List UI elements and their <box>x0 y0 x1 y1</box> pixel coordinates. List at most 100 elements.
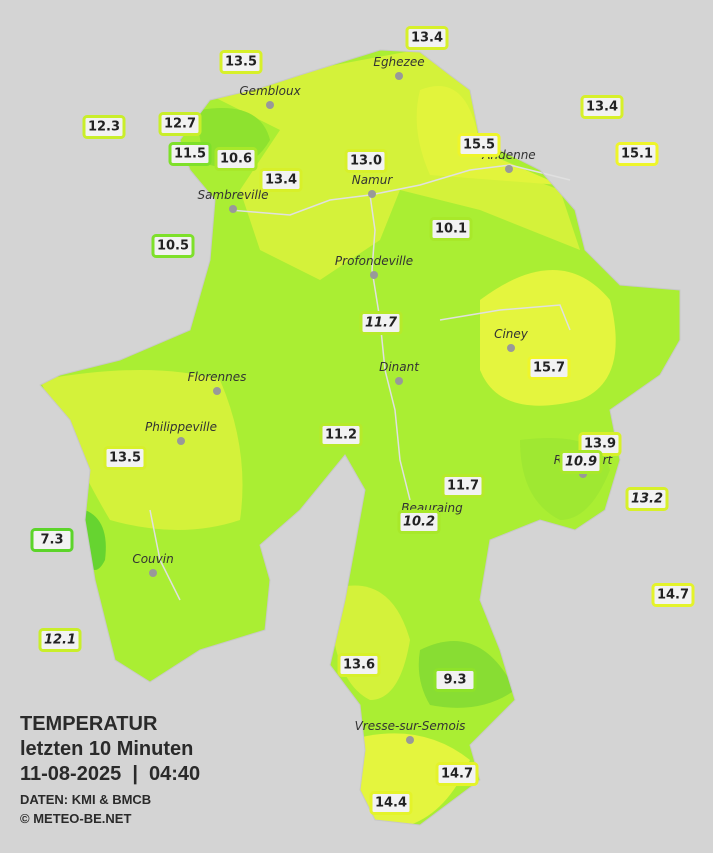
station: 12.3 <box>82 115 126 139</box>
city-label: Gembloux <box>239 84 301 98</box>
station-value: 13.5 <box>225 55 257 70</box>
city-dot <box>213 387 221 395</box>
station-value: 13.4 <box>586 100 618 115</box>
station: 11.7 <box>359 311 403 335</box>
city-label: Philippeville <box>145 420 217 434</box>
city-label: Namur <box>352 173 394 187</box>
station: 13.5 <box>103 446 147 470</box>
station-value: 10.1 <box>435 222 467 237</box>
city-dot <box>395 72 403 80</box>
station: 10.6 <box>214 147 258 171</box>
city-dot <box>266 101 274 109</box>
station-box <box>433 668 477 692</box>
station-value: 7.3 <box>40 533 63 548</box>
station: 12.7 <box>158 112 202 136</box>
station: 14.7 <box>435 762 479 786</box>
station: 11.5 <box>168 142 212 166</box>
station-box <box>580 95 624 119</box>
station: 7.3 <box>30 528 74 552</box>
station-value: 11.2 <box>325 428 357 443</box>
station-value: 13.4 <box>411 31 443 46</box>
station-box <box>344 149 388 173</box>
station: 10.1 <box>429 217 473 241</box>
subtitle: letzten 10 Minuten <box>20 738 193 760</box>
station: 13.4 <box>405 26 449 50</box>
station-value: 10.9 <box>565 455 597 470</box>
station: 9.3 <box>433 668 477 692</box>
station-value: 13.2 <box>631 492 663 507</box>
copyright: © METEO-BE.NET <box>20 811 131 826</box>
station-box <box>158 112 202 136</box>
station: 10.2 <box>397 510 441 534</box>
city-dot <box>149 569 157 577</box>
station-box <box>405 26 449 50</box>
station: 14.4 <box>369 791 413 815</box>
city-label: Dinant <box>379 360 420 374</box>
rivers <box>149 164 571 601</box>
station: 13.4 <box>580 95 624 119</box>
station-box <box>651 583 695 607</box>
station: 13.0 <box>344 149 388 173</box>
station-box <box>457 133 501 157</box>
city-label: Profondeville <box>335 254 413 268</box>
station-box <box>441 474 485 498</box>
source: DATEN: KMI & BMCB <box>20 792 151 807</box>
city-dot <box>229 205 237 213</box>
city-dot <box>368 190 376 198</box>
station-box <box>625 487 669 511</box>
station-box <box>82 115 126 139</box>
station-value: 13.0 <box>350 154 382 169</box>
station-box <box>259 168 303 192</box>
station-value: 14.4 <box>375 796 407 811</box>
station: 13.6 <box>337 653 381 677</box>
station-value: 15.5 <box>463 138 495 153</box>
station-box <box>219 50 263 74</box>
station-value: 12.7 <box>164 117 196 132</box>
station-value: 12.3 <box>88 120 120 135</box>
station: 15.7 <box>527 356 571 380</box>
station: 13.4 <box>259 168 303 192</box>
station-box <box>319 423 363 447</box>
station-box <box>429 217 473 241</box>
city-dot <box>505 165 513 173</box>
station-value: 10.5 <box>157 239 189 254</box>
city-dot <box>177 437 185 445</box>
station-box <box>30 528 74 552</box>
station-box <box>559 450 603 474</box>
station-value: 11.7 <box>447 479 479 494</box>
station: 10.5 <box>151 234 195 258</box>
station: 11.2 <box>319 423 363 447</box>
station-value: 11.7 <box>365 316 398 331</box>
timestamp: 11-08-2025 | 04:40 <box>20 763 200 785</box>
city-label: Ciney <box>494 327 529 341</box>
station: 13.2 <box>625 487 669 511</box>
station: 15.1 <box>615 142 659 166</box>
station-value: 14.7 <box>441 767 473 782</box>
city-label: Florennes <box>188 370 247 384</box>
station-value: 13.4 <box>265 173 297 188</box>
station-box <box>103 446 147 470</box>
city-dot <box>507 344 515 352</box>
station-box <box>38 628 82 652</box>
station-value: 13.6 <box>343 658 375 673</box>
station-box <box>435 762 479 786</box>
station-value: 13.5 <box>109 451 141 466</box>
city-dot <box>370 271 378 279</box>
station-value: 14.7 <box>657 588 689 603</box>
title: TEMPERATUR <box>20 713 158 735</box>
station-value: 9.3 <box>443 673 466 688</box>
station: 11.7 <box>441 474 485 498</box>
station-box <box>397 510 441 534</box>
station-value: 11.5 <box>174 147 206 162</box>
station-value: 13.9 <box>584 437 616 452</box>
station-value: 12.1 <box>44 633 76 648</box>
station-box <box>615 142 659 166</box>
city-dot <box>406 736 414 744</box>
station-box <box>151 234 195 258</box>
station-value: 15.7 <box>533 361 565 376</box>
station: 14.7 <box>651 583 695 607</box>
station-value: 10.2 <box>403 515 435 530</box>
station: 10.9 <box>559 450 603 474</box>
station-box <box>214 147 258 171</box>
